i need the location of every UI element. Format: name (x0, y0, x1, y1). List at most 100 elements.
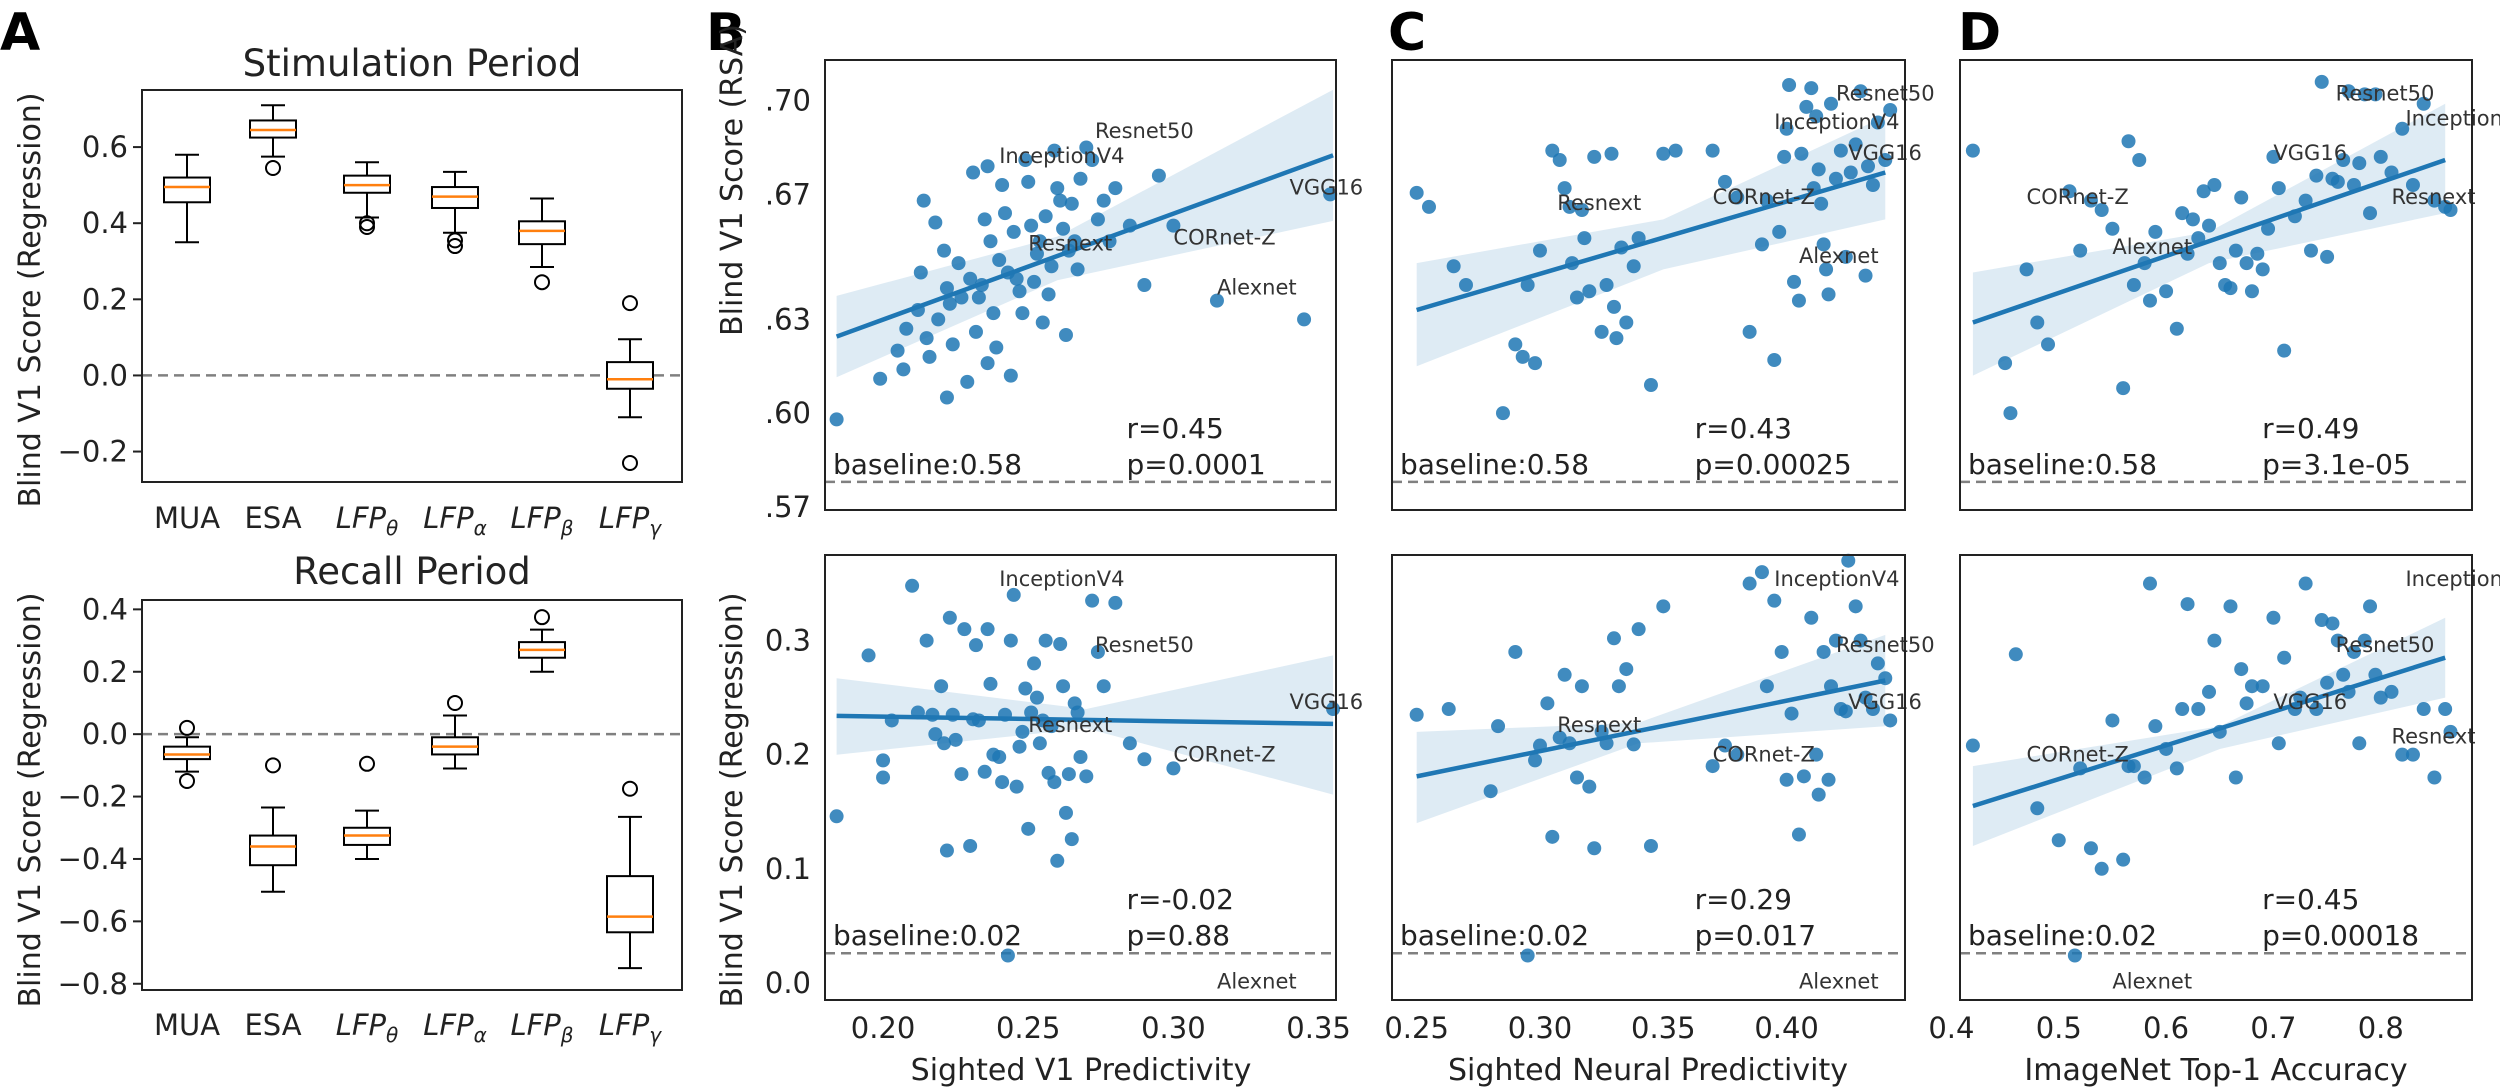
data-point (2234, 190, 2249, 205)
data-point (2175, 702, 2190, 717)
data-point (1828, 171, 1843, 186)
data-point (2405, 747, 2420, 762)
data-point (2185, 212, 2200, 227)
data-point (1064, 832, 1079, 847)
outlier-point (622, 295, 638, 312)
data-point (2228, 243, 2243, 258)
data-point (1085, 593, 1100, 608)
data-point (1137, 752, 1152, 767)
data-point (1606, 631, 1621, 646)
b-xlabel: Sighted V1 Predictivity (911, 1053, 1252, 1088)
label-vgg16: VGG16 (2273, 690, 2347, 714)
data-point (1056, 221, 1071, 236)
p-value-annotation: p=0.017 (1695, 919, 1816, 952)
panel-letter-a: A (0, 3, 40, 63)
data-point (2142, 293, 2157, 308)
data-point (1441, 702, 1456, 717)
data-point (2309, 168, 2324, 183)
data-point (992, 749, 1007, 764)
data-point (2416, 702, 2431, 717)
data-point (1619, 315, 1634, 330)
data-point (1582, 284, 1597, 299)
cat-mua: MUA (154, 1008, 220, 1042)
stimulation-title: Stimulation Period (243, 42, 582, 85)
outlier-point (447, 694, 463, 711)
data-point (1838, 249, 1853, 264)
data-point (1003, 633, 1018, 648)
label-inceptionv4: InceptionV4 (999, 567, 1124, 591)
panel-b-bottom: Blind V1 Score (Regression) Sighted V1 P… (715, 554, 1364, 1088)
data-point (2336, 153, 2351, 167)
data-point (1767, 353, 1782, 367)
y-tick-label: −0.2 (58, 435, 128, 469)
data-point (1853, 633, 1868, 648)
data-point (1791, 293, 1806, 308)
data-point (1759, 679, 1774, 694)
data-point (1024, 218, 1039, 233)
data-point (1643, 838, 1658, 853)
outlier-point (359, 755, 375, 772)
data-point (1569, 290, 1584, 305)
data-point (2148, 719, 2163, 734)
label-resnext: Resnext (1028, 232, 1112, 256)
data-point (1090, 644, 1105, 659)
data-point (1717, 174, 1732, 189)
data-point (2427, 770, 2442, 785)
data-point (928, 727, 943, 742)
data-point (2030, 801, 2045, 816)
data-point (966, 165, 981, 180)
box-mua (163, 719, 211, 789)
box-esa (249, 757, 297, 893)
axes-frame (824, 59, 1337, 511)
data-point (1409, 707, 1424, 722)
panel-letter-b: B (706, 3, 746, 63)
data-point (1009, 271, 1024, 286)
outlier-point (179, 772, 195, 789)
box-lfp (518, 197, 566, 291)
data-point (1532, 243, 1547, 258)
a-top-ylabel: Blind V1 Score (Regression) (13, 92, 48, 507)
data-point (2357, 87, 2372, 102)
d-xlabel: ImageNet Top-1 Accuracy (2024, 1053, 2407, 1088)
y-tick-label: −0.6 (58, 904, 128, 938)
label-vgg16: VGG16 (1290, 690, 1364, 714)
y-tick-label: −0.2 (58, 780, 128, 814)
data-point (1574, 203, 1589, 217)
data-point (931, 312, 946, 327)
data-point (995, 178, 1010, 192)
data-point (1878, 153, 1893, 167)
data-point (957, 622, 972, 637)
label-resnet50: Resnet50 (1836, 82, 1935, 106)
data-point (1006, 224, 1021, 239)
data-point (2255, 679, 2270, 694)
data-point (1782, 78, 1797, 92)
outlier-point (622, 454, 638, 471)
data-point (1067, 234, 1082, 249)
data-point (2126, 759, 2141, 774)
axes-frame (1959, 59, 2473, 511)
data-point (1070, 262, 1085, 277)
data-point (2255, 262, 2270, 277)
axes-frame (824, 554, 1337, 1001)
data-point (2341, 84, 2356, 99)
regression-line (1972, 157, 2446, 325)
data-points (1965, 576, 2458, 963)
x-tick-label: 0.5 (2036, 1011, 2082, 1045)
y-tick-label: .70 (765, 84, 811, 118)
label-resnext: Resnext (1557, 713, 1641, 737)
data-point (2073, 243, 2088, 258)
label-alexnet: Alexnet (2112, 970, 2192, 994)
r-value-annotation: r=0.45 (2262, 883, 2359, 916)
data-point (2180, 597, 2195, 612)
data-point (1122, 736, 1137, 751)
data-point (2234, 662, 2249, 677)
data-point (2223, 599, 2238, 614)
data-point (2438, 702, 2453, 717)
data-point (1079, 140, 1094, 155)
data-point (2303, 243, 2318, 258)
baseline-annotation: baseline:0.58 (833, 448, 1022, 481)
data-point (1754, 237, 1769, 252)
data-point (1096, 193, 1111, 208)
data-point (960, 374, 975, 389)
